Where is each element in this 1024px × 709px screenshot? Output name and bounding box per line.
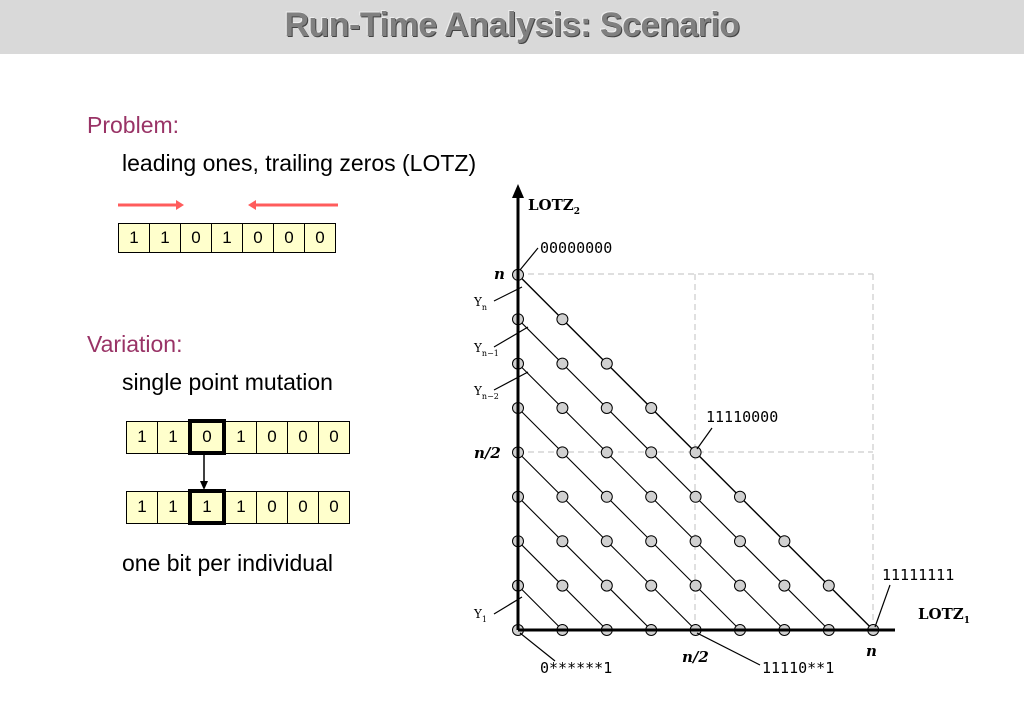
variation-note: one bit per individual — [122, 550, 333, 576]
search-point — [778, 579, 791, 592]
search-point — [645, 446, 658, 459]
y-tick-n: n — [494, 265, 505, 283]
search-point — [556, 535, 569, 548]
search-point — [556, 446, 569, 459]
y-axis-arrowhead — [512, 184, 524, 198]
bit: 1 — [223, 420, 257, 454]
bit: 1 — [223, 490, 257, 524]
label-bottom-mid: 11110**1 — [762, 659, 834, 677]
label-bottom-left: 0******1 — [540, 659, 612, 677]
bit: 0 — [256, 420, 288, 454]
label-mid-front: 11110000 — [706, 408, 778, 426]
bit: 0 — [242, 223, 274, 253]
label-all-zeros: 00000000 — [540, 239, 612, 257]
search-point — [645, 535, 658, 548]
title-bar — [0, 0, 1024, 54]
y-tick-half: n/2 — [474, 444, 501, 462]
front-line — [517, 585, 563, 631]
search-point — [645, 579, 658, 592]
search-point — [600, 490, 613, 503]
bit: 1 — [149, 223, 181, 253]
bitstring-before-mutation: 1 1 0 1 0 0 0 — [126, 419, 350, 455]
bit: 1 — [157, 420, 191, 454]
bit: 0 — [273, 223, 305, 253]
bit: 0 — [180, 223, 212, 253]
bit: 1 — [126, 420, 158, 454]
search-point — [556, 402, 569, 414]
search-point — [822, 579, 835, 592]
bit: 1 — [118, 223, 150, 253]
direction-arrows — [118, 200, 338, 210]
search-point — [600, 402, 613, 414]
search-point — [556, 313, 569, 326]
problem-description: leading ones, trailing zeros (LOTZ) — [122, 150, 477, 176]
slide-title: Run-Time Analysis: Scenario — [284, 6, 740, 44]
search-point — [778, 535, 791, 548]
bit: 0 — [318, 490, 350, 524]
bit: 0 — [304, 223, 336, 253]
search-point — [645, 490, 658, 503]
search-point — [600, 535, 613, 548]
bit: 0 — [287, 420, 319, 454]
front-line — [517, 496, 652, 631]
search-point — [689, 490, 702, 503]
label-leader-lines — [519, 247, 891, 666]
front-line — [517, 407, 741, 631]
search-point — [734, 579, 746, 592]
variation-heading: Variation: — [87, 331, 183, 357]
search-point — [556, 490, 569, 503]
front-label-yn-1: Yn−1 — [473, 341, 499, 358]
front-line — [517, 318, 830, 631]
bit: 1 — [126, 490, 158, 524]
dashed-grid — [518, 273, 874, 630]
problem-bitstring: 1 1 0 1 0 0 0 — [118, 223, 336, 253]
mutated-bit: 0 — [188, 419, 226, 455]
leading-ones-arrowhead — [176, 200, 184, 210]
bitstring-after-mutation: 1 1 1 1 0 0 0 — [126, 489, 350, 525]
search-point — [600, 446, 613, 459]
bit: 0 — [287, 490, 319, 524]
search-point — [600, 357, 613, 370]
bit: 1 — [211, 223, 243, 253]
label-all-ones: 11111111 — [882, 566, 954, 584]
x-tick-n: n — [866, 642, 877, 660]
variation-description: single point mutation — [122, 369, 333, 395]
bit: 1 — [157, 490, 191, 524]
search-point — [734, 490, 746, 503]
y-axis-label: LOTZ2 — [528, 196, 580, 217]
problem-heading: Problem: — [87, 112, 180, 138]
bit: 0 — [318, 420, 350, 454]
search-point — [556, 357, 569, 370]
mutated-bit: 1 — [188, 489, 226, 525]
front-label-yn-2: Yn−2 — [473, 384, 499, 401]
x-tick-half: n/2 — [682, 648, 709, 666]
front-label-y1: Y1 — [473, 607, 487, 624]
front-label-yn: Yn — [473, 295, 487, 312]
front-label-leaders — [493, 286, 529, 615]
x-axis-label: LOTZ1 — [918, 605, 970, 626]
search-point — [689, 579, 702, 592]
search-point — [556, 579, 569, 592]
search-point — [600, 579, 613, 592]
trailing-zeros-arrowhead — [248, 200, 256, 210]
search-point — [689, 535, 702, 548]
search-point — [689, 446, 702, 459]
bit: 0 — [256, 490, 288, 524]
search-point — [734, 535, 746, 548]
search-point — [645, 402, 658, 414]
mutation-arrow — [200, 452, 208, 490]
